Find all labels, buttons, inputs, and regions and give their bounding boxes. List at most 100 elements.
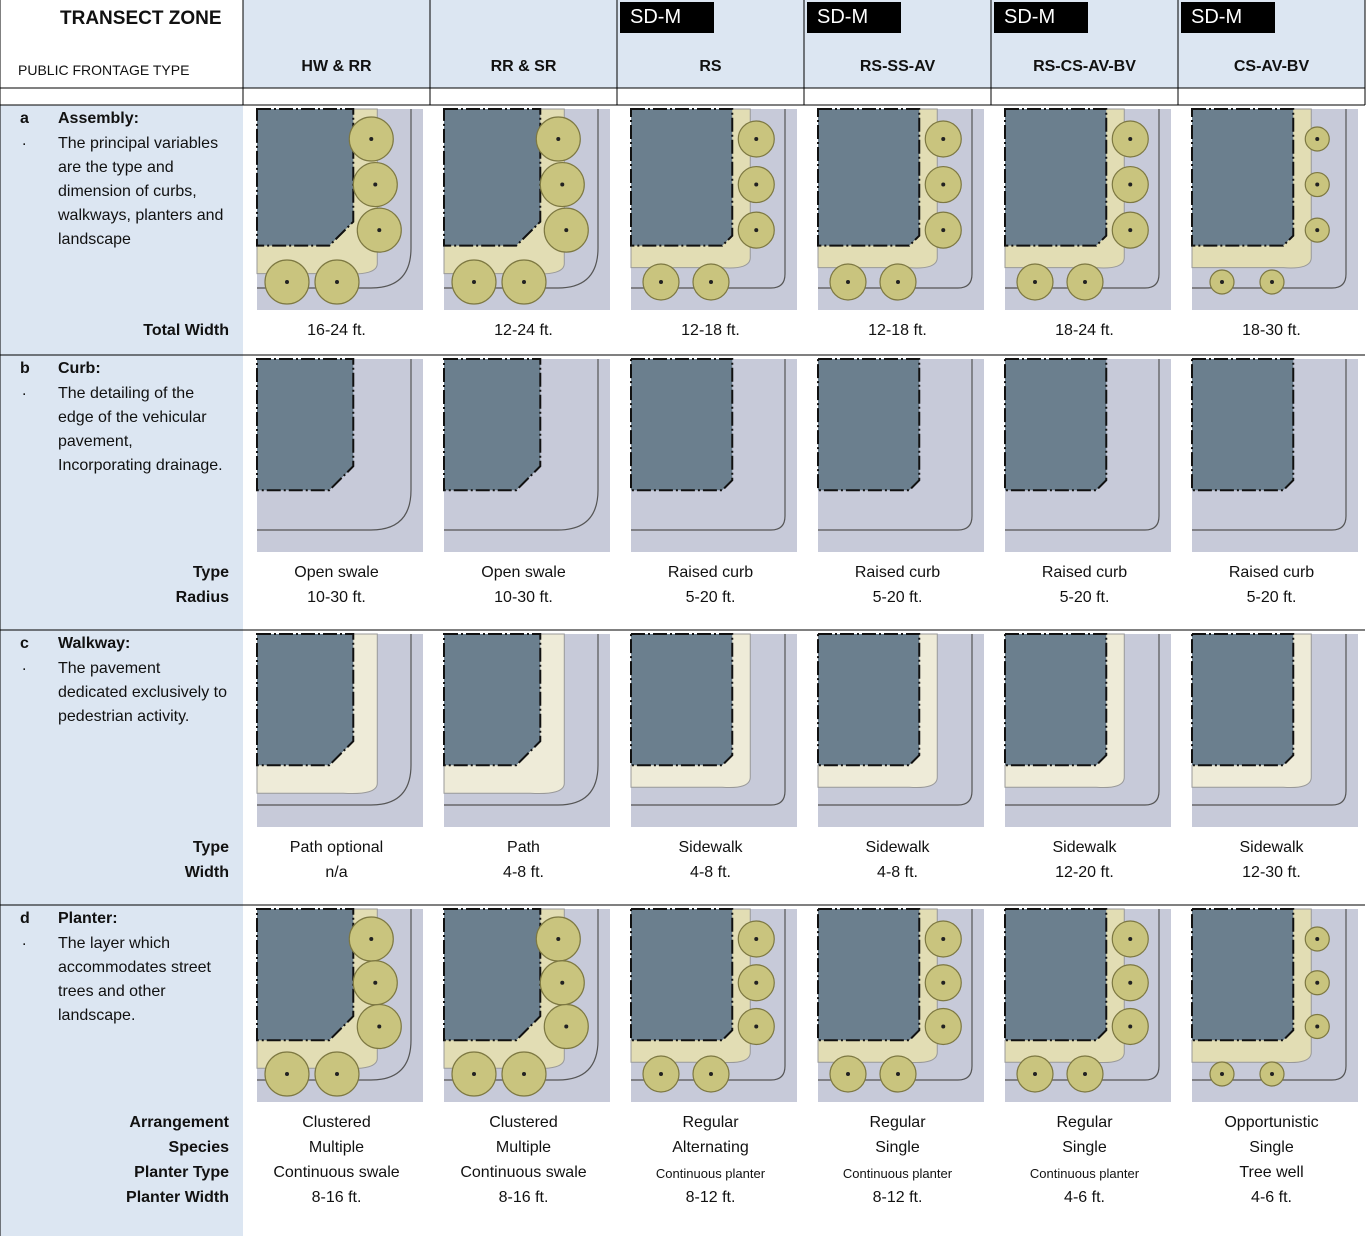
curb-line [1005,359,1160,531]
tree-center [1315,980,1320,985]
tree-center [896,1072,900,1076]
tree-center [659,1072,663,1076]
cell-value: Clustered [302,1114,371,1131]
cell-value: Regular [869,1114,926,1131]
block [1191,633,1295,767]
curb-line [818,359,973,531]
block [443,108,542,247]
tree-center [754,182,759,187]
cell-value: 4-6 ft. [1064,1189,1105,1206]
zone-tag: SD-M [1181,2,1275,33]
section-marker: . [22,932,27,949]
cell-value: n/a [325,864,348,881]
tree-center [377,1024,382,1029]
block [256,908,355,1042]
curb-line [631,634,786,806]
section-title: Assembly: [58,110,139,127]
tree-center [285,280,289,284]
tree-center [335,1072,339,1076]
tree-center [754,1024,759,1029]
block [630,633,734,767]
tree-center [941,228,946,233]
tree-center [560,980,565,985]
curb-line [631,109,786,289]
cell-value: Sidewalk [1239,839,1304,856]
block [256,358,355,492]
section-letter: b [20,360,30,377]
tree-center [1083,280,1087,284]
cell-value: Tree well [1239,1164,1304,1181]
tree-center [335,280,339,284]
tree-center [1315,937,1320,941]
zone-tag: SD-M [620,2,714,33]
block [630,358,734,492]
row-label: Species [168,1139,229,1156]
tree-center [1315,137,1320,141]
section-marker: . [22,657,27,674]
cell-value: Raised curb [854,564,941,581]
tree-center [941,137,946,141]
cell-value: Alternating [672,1139,749,1156]
curb-line [818,634,973,806]
cell-value: 5-20 ft. [1246,589,1297,606]
section-description: The layer which accommodates street tree… [58,935,211,1024]
cell-value: Continuous swale [460,1164,587,1181]
row-label: Type [192,839,229,856]
tree-center [896,280,900,284]
cell-value: Raised curb [667,564,754,581]
block [1004,908,1108,1042]
cell-value: Single [1062,1139,1107,1156]
block [443,633,542,767]
block [256,633,355,767]
frontage-type-name: RS-SS-AV [859,58,936,75]
cell-value: Sidewalk [678,839,743,856]
tree-center [1270,1072,1274,1076]
cell-value: Path optional [289,839,384,856]
block [1004,633,1108,767]
block [443,908,542,1042]
cell-value: 18-24 ft. [1055,322,1114,339]
tree-center [556,937,561,941]
cell-value: Single [875,1139,920,1156]
frontage-type: PUBLIC FRONTAGE TYPE [18,62,190,78]
tree-center [564,228,569,233]
tree-center [285,1072,289,1076]
block [630,908,734,1042]
curb-line [1005,909,1160,1081]
tree-center [564,1024,569,1029]
block [817,358,921,492]
tree-center [846,280,850,284]
section-description: The pavement dedicated exclusively to pe… [58,660,227,725]
label-column [0,105,243,355]
cell-value: Multiple [308,1139,365,1156]
cell-value: 10-30 ft. [494,589,553,606]
tree-center [522,1072,526,1076]
section-title: Walkway: [58,635,131,652]
tree-center [377,228,382,233]
block [1191,108,1295,247]
zone-tag: SD-M [994,2,1088,33]
curb-line [818,909,973,1081]
tree-center [754,228,759,233]
row-label: Planter Width [126,1189,229,1206]
cell-value: Continuous planter [655,1166,766,1181]
cell-value: Continuous planter [842,1166,953,1181]
tree-center [1315,228,1320,233]
section-description: The detailing of the edge of the vehicul… [58,385,223,474]
cell-value: Sidewalk [865,839,930,856]
tree-center [1128,937,1133,941]
cell-value: Single [1249,1139,1294,1156]
tree-center [1128,1024,1133,1029]
row-label: Total Width [143,322,229,339]
frontage-type-name: RS [699,58,722,75]
cell-value: Regular [1056,1114,1113,1131]
cell-value: Regular [682,1114,739,1131]
cell-value: 8-16 ft. [311,1189,362,1206]
frontage-type-name: RR & SR [490,58,557,75]
curb-line [1005,109,1160,289]
tree-center [754,137,759,141]
section-title: Planter: [58,910,118,927]
curb-line [1005,634,1160,806]
tree-center [1083,1072,1087,1076]
